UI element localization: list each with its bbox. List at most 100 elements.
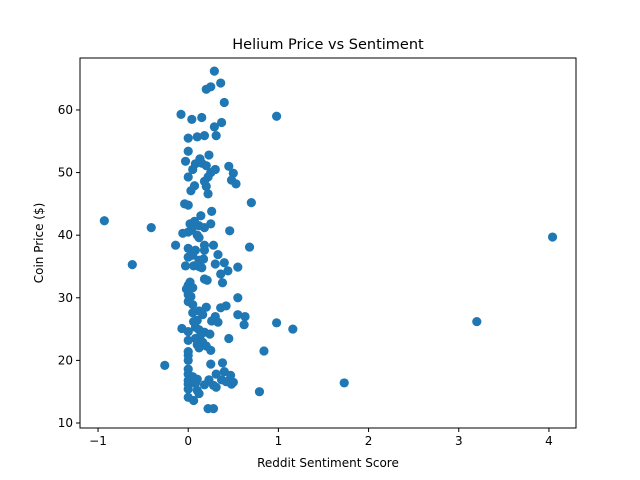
data-point	[206, 359, 216, 369]
data-point	[213, 317, 223, 327]
data-point	[271, 111, 282, 121]
data-point	[194, 233, 204, 243]
data-point	[199, 380, 210, 390]
x-tick-label: 3	[455, 434, 463, 448]
data-point	[259, 346, 269, 356]
y-axis-label: Coin Price ($)	[32, 203, 46, 284]
data-point	[223, 266, 233, 276]
data-point	[244, 242, 255, 252]
data-point	[178, 228, 188, 238]
y-tick-label: 20	[58, 353, 73, 367]
data-point	[188, 300, 198, 310]
data-point	[219, 97, 229, 108]
data-point	[183, 326, 193, 337]
data-point	[226, 379, 237, 389]
chart-title: Helium Price vs Sentiment	[232, 37, 424, 53]
data-point	[547, 232, 558, 242]
data-point	[224, 161, 234, 171]
data-point	[127, 259, 137, 270]
y-tick-label: 50	[58, 166, 73, 180]
data-point	[210, 259, 220, 269]
data-point	[204, 150, 214, 160]
data-point	[183, 200, 193, 210]
data-point	[183, 243, 193, 253]
data-point	[189, 395, 199, 406]
data-point	[186, 186, 196, 196]
data-point	[183, 172, 193, 182]
data-point	[180, 261, 191, 271]
data-point	[188, 308, 198, 318]
data-point	[202, 275, 212, 285]
data-point	[201, 84, 211, 94]
data-point	[239, 320, 249, 330]
y-tick-label: 10	[58, 416, 73, 430]
data-point	[233, 262, 243, 272]
data-point	[339, 378, 349, 388]
data-point	[209, 122, 219, 132]
data-point	[199, 131, 210, 141]
data-point	[201, 302, 211, 312]
data-point	[197, 263, 207, 273]
data-point	[210, 164, 220, 175]
data-point	[288, 324, 298, 334]
data-point	[205, 329, 215, 339]
data-point	[146, 223, 156, 233]
x-tick-label: −1	[89, 434, 107, 448]
data-point	[197, 112, 207, 123]
data-point	[208, 403, 219, 414]
data-point	[199, 245, 210, 255]
data-point	[183, 335, 193, 345]
data-point	[183, 146, 193, 156]
data-point	[217, 278, 228, 288]
data-point	[219, 258, 229, 268]
data-point	[201, 161, 211, 171]
data-point	[216, 117, 227, 128]
data-point	[211, 131, 221, 141]
y-axis: 10 20 30 40 50 60	[58, 103, 80, 430]
data-point	[183, 133, 193, 143]
data-point	[271, 318, 282, 328]
data-point	[180, 156, 191, 166]
data-point	[183, 252, 193, 262]
y-tick-label: 40	[58, 228, 73, 242]
data-point	[209, 66, 219, 76]
data-point	[246, 198, 256, 208]
data-point	[183, 384, 193, 394]
data-point	[194, 343, 204, 353]
data-point	[192, 132, 202, 142]
data-point	[207, 206, 217, 216]
data-point	[198, 254, 209, 264]
data-point	[217, 358, 228, 368]
data-point	[225, 226, 235, 236]
data-point	[194, 325, 204, 335]
data-point	[233, 293, 243, 303]
data-point	[188, 164, 198, 175]
x-axis: −1 0 1 2 3 4	[89, 428, 553, 448]
data-point	[206, 345, 216, 355]
plot-frame	[79, 57, 577, 429]
x-tick-label: 1	[275, 434, 283, 448]
data-point	[194, 388, 204, 399]
data-point	[228, 168, 238, 178]
data-point	[233, 310, 243, 320]
data-point	[211, 382, 221, 392]
data-point	[160, 360, 170, 370]
y-tick-label: 30	[58, 291, 73, 305]
data-point	[221, 301, 231, 311]
data-point	[170, 240, 181, 250]
x-tick-label: 0	[184, 434, 192, 448]
data-point	[216, 269, 226, 279]
data-point	[183, 355, 193, 365]
data-point	[472, 316, 482, 327]
x-tick-label: 4	[545, 434, 553, 448]
data-point	[254, 387, 265, 397]
data-point	[216, 78, 226, 88]
data-point	[196, 211, 206, 221]
data-point	[190, 378, 201, 389]
x-tick-label: 2	[365, 434, 373, 448]
data-point	[199, 223, 210, 233]
data-point	[203, 189, 213, 199]
data-point	[176, 109, 186, 119]
